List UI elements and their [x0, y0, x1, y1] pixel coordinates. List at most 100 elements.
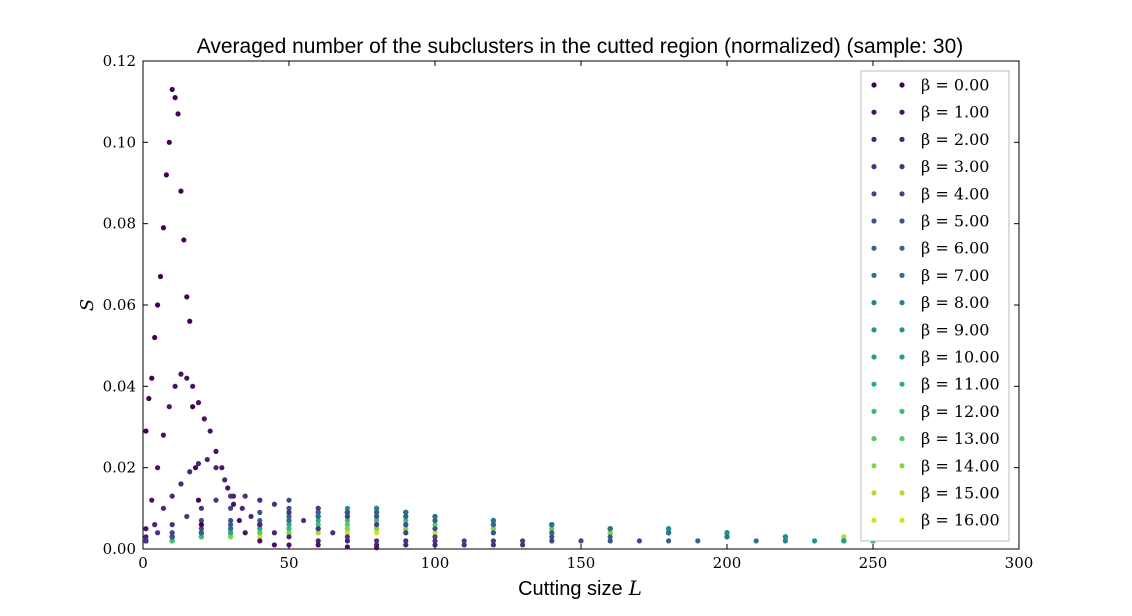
data-point — [286, 509, 292, 515]
series-6 — [143, 509, 701, 544]
legend-marker — [899, 191, 905, 197]
data-point — [695, 538, 701, 544]
data-point — [636, 538, 643, 544]
data-point — [198, 522, 204, 528]
data-point — [286, 542, 292, 548]
data-point — [160, 505, 167, 511]
legend: β = 0.00 β = 1.00 β = 2.00 β = 3.00 β = 4.00… — [860, 70, 1010, 542]
data-point — [549, 526, 555, 532]
data-point — [374, 526, 380, 532]
data-point — [257, 497, 263, 503]
series-4 — [143, 497, 584, 544]
y-tick-label: 0.00 — [103, 540, 136, 558]
legend-marker — [871, 272, 877, 278]
data-point — [432, 534, 438, 540]
data-point — [143, 534, 149, 540]
data-point — [432, 517, 438, 524]
legend-marker — [871, 136, 877, 142]
data-point — [374, 538, 380, 544]
data-point — [155, 530, 161, 536]
data-point — [403, 517, 409, 524]
data-point — [228, 530, 234, 536]
legend-marker — [899, 517, 905, 523]
legend-marker — [899, 490, 905, 496]
data-point — [607, 534, 613, 540]
series-3 — [143, 493, 526, 548]
data-point — [160, 432, 167, 438]
legend-items: β = 0.00 β = 1.00 β = 2.00 β = 3.00 β = 4.00… — [871, 76, 1000, 530]
data-point — [344, 505, 350, 511]
data-point — [169, 86, 175, 93]
data-point — [286, 505, 292, 511]
data-point — [198, 505, 204, 511]
data-point — [190, 383, 196, 389]
legend-marker — [899, 300, 905, 306]
data-point — [344, 534, 350, 540]
data-point — [190, 404, 196, 410]
data-point — [315, 522, 321, 528]
data-point — [178, 188, 184, 194]
data-point — [344, 513, 350, 520]
legend-frame — [860, 70, 1010, 542]
data-point — [198, 534, 204, 540]
legend-marker — [871, 354, 877, 360]
data-point — [666, 538, 672, 544]
legend-marker — [899, 136, 905, 142]
y-tick-label: 0.06 — [103, 296, 136, 314]
data-point — [344, 544, 350, 550]
data-point — [181, 237, 187, 243]
data-point — [192, 465, 199, 471]
data-point — [841, 534, 847, 540]
data-point — [520, 542, 526, 548]
x-tick-label: 200 — [713, 554, 742, 572]
data-point — [195, 400, 202, 406]
data-point — [172, 95, 178, 101]
legend-label: β = 4.00 — [921, 184, 989, 203]
data-point — [374, 545, 380, 551]
series-7 — [143, 509, 759, 544]
data-point — [490, 522, 496, 528]
data-point — [248, 513, 254, 520]
data-point — [286, 497, 292, 503]
x-axis-label-text: Cutting size — [518, 578, 623, 600]
legend-label: β = 11.00 — [921, 375, 1000, 394]
data-point — [228, 505, 234, 511]
data-point — [228, 522, 234, 528]
data-point — [461, 542, 467, 548]
data-point — [184, 513, 190, 520]
series-8 — [143, 505, 789, 544]
data-point — [271, 530, 277, 536]
series-1 — [143, 371, 380, 551]
data-point — [236, 517, 242, 524]
data-point — [607, 526, 613, 532]
data-point — [607, 538, 613, 544]
legend-marker — [871, 109, 877, 115]
data-point — [271, 542, 277, 548]
legend-marker — [871, 164, 877, 170]
data-point — [374, 505, 380, 511]
data-point — [286, 534, 292, 540]
data-point — [146, 395, 152, 402]
data-point — [143, 526, 149, 532]
legend-marker — [899, 327, 905, 333]
data-point — [315, 513, 321, 520]
data-point — [230, 493, 237, 499]
data-point — [841, 538, 847, 544]
data-point — [344, 538, 350, 544]
data-point — [782, 538, 789, 544]
data-point — [169, 530, 175, 536]
legend-label: β = 14.00 — [921, 456, 1000, 475]
data-point — [344, 530, 350, 536]
legend-label: β = 6.00 — [921, 239, 989, 258]
series-15 — [143, 526, 876, 544]
data-point — [257, 534, 263, 540]
data-point — [549, 530, 555, 536]
data-point — [175, 111, 181, 117]
legend-marker — [899, 245, 905, 251]
data-point — [195, 461, 202, 467]
data-point — [257, 538, 263, 544]
legend-label: β = 13.00 — [921, 429, 1000, 448]
data-point — [432, 513, 438, 520]
data-point — [724, 530, 730, 536]
